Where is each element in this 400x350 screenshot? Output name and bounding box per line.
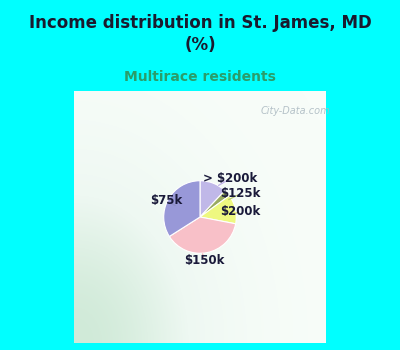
Wedge shape (200, 190, 229, 217)
Wedge shape (200, 196, 236, 224)
Text: Income distribution in St. James, MD
(%): Income distribution in St. James, MD (%) (29, 14, 371, 54)
Text: $125k: $125k (220, 187, 260, 200)
Text: $200k: $200k (220, 205, 260, 218)
Wedge shape (164, 181, 200, 237)
Wedge shape (200, 181, 225, 217)
Text: > $200k: > $200k (203, 172, 257, 186)
Text: City-Data.com: City-Data.com (260, 106, 330, 116)
Text: Multirace residents: Multirace residents (124, 70, 276, 84)
Text: $75k: $75k (151, 194, 183, 207)
Text: $150k: $150k (184, 254, 224, 267)
Wedge shape (169, 217, 236, 253)
